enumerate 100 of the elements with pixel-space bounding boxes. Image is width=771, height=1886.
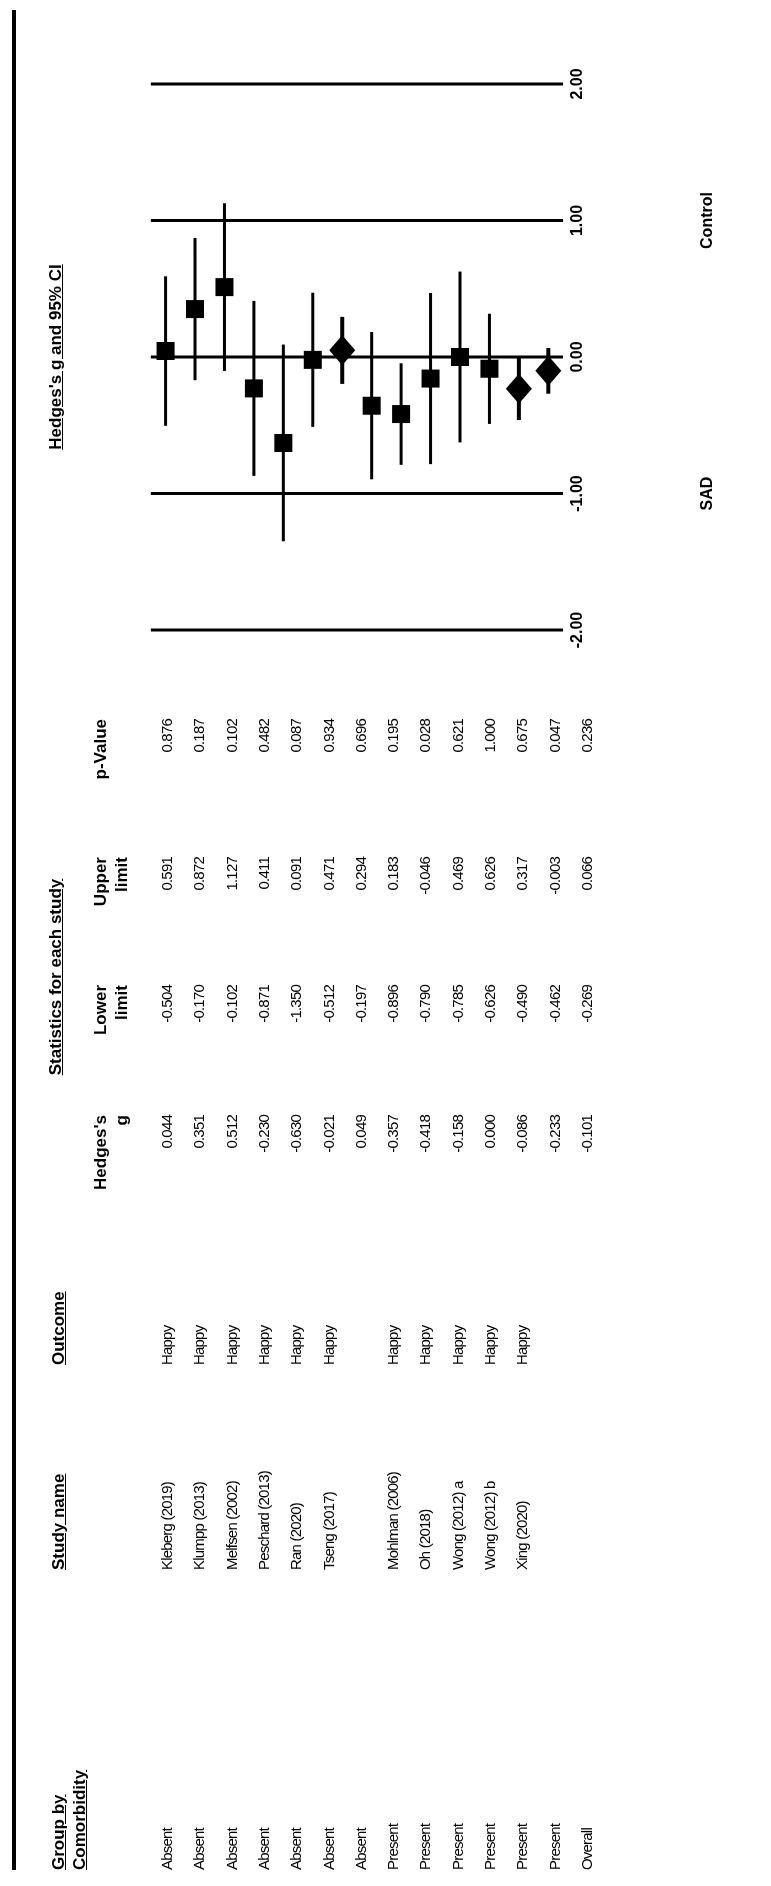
text: Hedges's g and 95% CI — [46, 263, 66, 452]
text: -0.046 — [416, 857, 434, 895]
text: 1.127 — [222, 857, 240, 891]
text: 0.621 — [448, 719, 466, 753]
text: Happy — [416, 1325, 434, 1365]
text: 0.351 — [190, 1115, 208, 1149]
text: Happy — [222, 1325, 240, 1365]
text: -0.512 — [319, 985, 337, 1023]
text: -0.003 — [545, 857, 563, 895]
text: Xing (2020) — [513, 1501, 531, 1570]
text: -0.170 — [190, 985, 208, 1023]
point — [392, 405, 411, 424]
text: Happy — [384, 1325, 402, 1365]
point — [505, 373, 532, 404]
text: 0.934 — [319, 719, 337, 753]
point — [480, 359, 499, 378]
text: -0.790 — [416, 985, 434, 1023]
text: SAD — [698, 475, 716, 513]
text: Present — [481, 1823, 498, 1870]
text: 0.626 — [481, 857, 498, 891]
text: 0.049 — [351, 1115, 369, 1149]
text: Happy — [319, 1325, 337, 1365]
text: Present — [513, 1823, 531, 1870]
text: Present — [384, 1823, 402, 1870]
text: Happy — [190, 1325, 208, 1365]
text: -0.626 — [481, 985, 498, 1023]
text: Kleberg (2019) — [158, 1481, 175, 1570]
text: Overall — [577, 1828, 595, 1870]
text: 0.411 — [254, 857, 272, 890]
text: Peschard (2013) — [254, 1471, 272, 1570]
text: 0.294 — [351, 857, 369, 891]
text: Control — [698, 191, 716, 251]
text: 0.183 — [384, 857, 402, 891]
text: Absent — [190, 1828, 208, 1870]
point — [215, 278, 234, 297]
text: -0.101 — [577, 1115, 595, 1153]
text: Happy — [448, 1325, 466, 1365]
text: -0.230 — [254, 1115, 272, 1153]
category-label: p-Value — [91, 719, 110, 780]
text: 0.044 — [158, 1115, 175, 1149]
text: -0.102 — [222, 985, 240, 1023]
text: -0.490 — [513, 985, 531, 1023]
text: Absent — [319, 1828, 337, 1870]
text: 0.675 — [513, 719, 531, 753]
text: Happy — [254, 1325, 272, 1365]
text: Mohlman (2006) — [384, 1471, 402, 1570]
text: -0.462 — [545, 985, 563, 1023]
text: -0.418 — [416, 1115, 434, 1153]
point — [535, 355, 562, 386]
y-tick-label: 0.00 — [568, 341, 586, 373]
text: 0.872 — [190, 857, 208, 891]
text: 0.047 — [545, 719, 563, 753]
category-label: Outcome — [49, 1291, 68, 1365]
text: 1.000 — [481, 719, 498, 753]
point — [303, 350, 322, 369]
text: 0.512 — [222, 1115, 240, 1149]
text: -0.269 — [577, 985, 595, 1023]
text: Happy — [513, 1325, 531, 1365]
text: -0.233 — [545, 1115, 563, 1153]
text: Klumpp (2013) — [190, 1482, 208, 1570]
text: Present — [448, 1823, 466, 1870]
text: Melfsen (2002) — [222, 1481, 240, 1570]
text: 0.876 — [158, 719, 175, 753]
category-label: Upper limit — [91, 857, 131, 907]
point — [362, 396, 381, 415]
y-tick-label: -2.00 — [568, 611, 586, 649]
text: 0.000 — [481, 1115, 498, 1149]
point — [451, 348, 469, 366]
category-label: Study name — [49, 1473, 68, 1570]
point — [186, 300, 205, 319]
text: 0.591 — [158, 857, 175, 891]
text: -0.504 — [158, 985, 175, 1023]
text: -1.350 — [287, 985, 305, 1023]
text: Absent — [351, 1828, 369, 1870]
text: -0.158 — [448, 1115, 466, 1153]
text: Happy — [481, 1325, 498, 1365]
y-tick-label: 2.00 — [568, 68, 586, 100]
text: 0.028 — [416, 719, 434, 753]
text: 0.066 — [577, 857, 595, 891]
text: 0.471 — [319, 857, 337, 891]
text: 0.236 — [577, 719, 595, 753]
text: 0.469 — [448, 857, 466, 891]
text: Absent — [287, 1828, 305, 1870]
text: -0.357 — [384, 1115, 402, 1153]
text: 0.187 — [190, 719, 208, 753]
text: Tseng (2017) — [319, 1492, 337, 1570]
text: Absent — [254, 1828, 272, 1870]
text: -0.896 — [384, 985, 402, 1023]
text: -0.871 — [254, 985, 272, 1023]
text: -0.021 — [319, 1115, 337, 1153]
text: 0.482 — [254, 719, 272, 753]
text: -0.197 — [351, 985, 369, 1023]
point — [274, 434, 293, 452]
text: Wong (2012) a — [448, 1481, 466, 1570]
text: Ran (2020) — [287, 1502, 305, 1570]
point — [244, 379, 263, 398]
text: -0.086 — [513, 1115, 531, 1153]
category-label: Lower limit — [91, 985, 131, 1036]
point — [421, 369, 440, 388]
text: 0.091 — [287, 857, 305, 891]
